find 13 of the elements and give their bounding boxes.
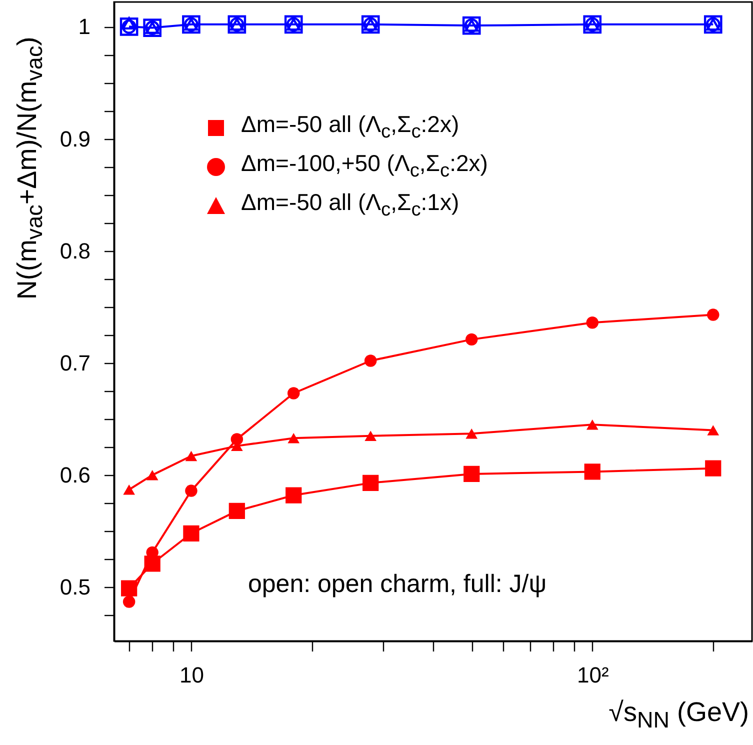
- x-tick-label: 10²: [576, 662, 609, 688]
- y-tick-label: 0.8: [60, 238, 90, 264]
- annotation: open: open charm, full: J/ψ: [248, 570, 547, 599]
- y-tick-label: 0.7: [60, 350, 90, 376]
- legend-label: Δm=-50 all (Λ$_{c}$,Σ$_{c}$:2x): [241, 111, 460, 144]
- y-tick-label: 1: [78, 14, 90, 40]
- legend-label: Δm=-50 all (Λ$_{c}$,Σ$_{c}$:1x): [241, 189, 460, 222]
- legend-label: Δm=-100,+50 (Λ$_{c}$,Σ$_{c}$:2x): [241, 150, 488, 183]
- x-axis-title: √s$_{NN}$ (GeV): [608, 697, 749, 734]
- x-tick-label: 10: [179, 662, 204, 688]
- y-tick-label: 0.6: [60, 462, 90, 488]
- y-tick-label: 0.9: [60, 126, 90, 152]
- y-tick-label: 0.5: [60, 574, 90, 600]
